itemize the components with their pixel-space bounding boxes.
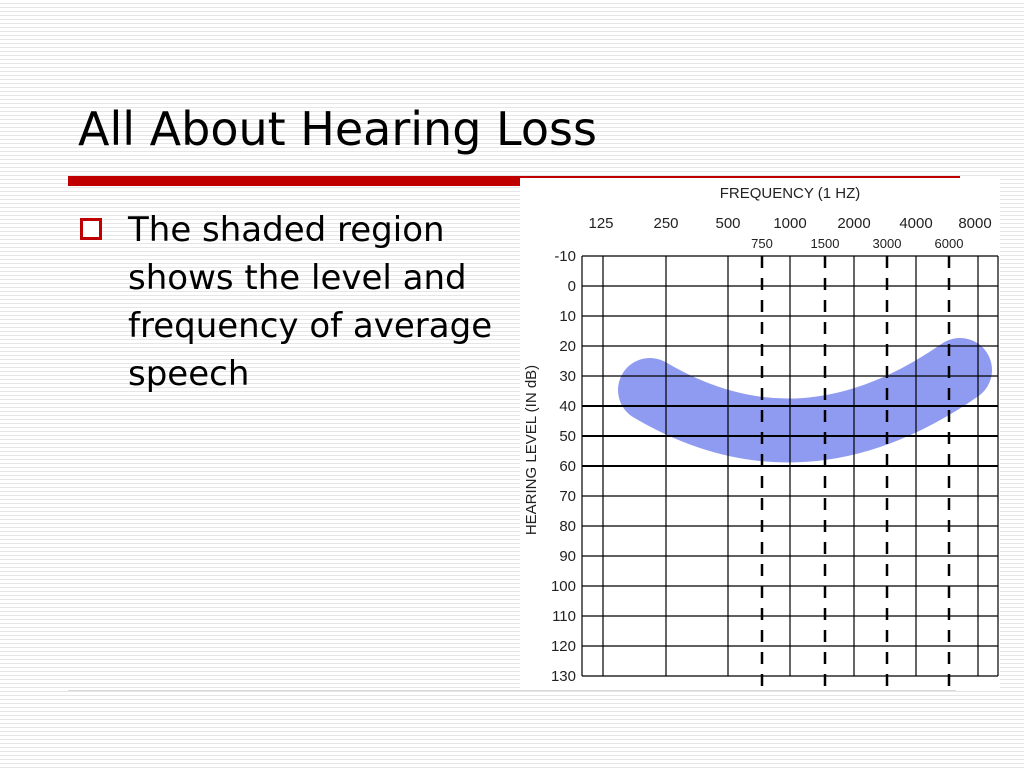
x-tick-label: 8000 — [958, 215, 991, 232]
y-tick-label: 10 — [559, 308, 576, 325]
x-tick-label: 2000 — [837, 215, 870, 232]
y-tick-label: 100 — [551, 578, 576, 595]
y-axis-title: HEARING LEVEL (IN dB) — [523, 365, 540, 535]
audiogram: FREQUENCY (1 HZ) HEARING LEVEL (IN dB) -… — [520, 178, 1000, 688]
y-tick-label: 80 — [559, 518, 576, 535]
y-tick-label: 20 — [559, 338, 576, 355]
y-tick-label: -10 — [554, 248, 576, 265]
x-tick-label: 3000 — [873, 236, 902, 251]
y-tick-label: 0 — [568, 278, 576, 295]
bullet-text: The shaded region shows the level and fr… — [128, 210, 493, 394]
y-tick-label: 130 — [551, 668, 576, 685]
x-tick-label: 500 — [715, 215, 740, 232]
x-tick-label: 250 — [653, 215, 678, 232]
slide-title: All About Hearing Loss — [78, 102, 597, 156]
bullet-marker — [80, 218, 102, 240]
x-tick-label: 125 — [588, 215, 613, 232]
y-tick-label: 40 — [559, 398, 576, 415]
y-tick-label: 70 — [559, 488, 576, 505]
y-tick-label: 60 — [559, 458, 576, 475]
x-tick-label: 750 — [751, 236, 773, 251]
x-tick-label: 1500 — [811, 236, 840, 251]
title-underline — [68, 176, 590, 186]
y-tick-label: 50 — [559, 428, 576, 445]
footer-rule — [68, 690, 956, 691]
y-tick-label: 110 — [552, 608, 576, 625]
y-tick-label: 30 — [559, 368, 576, 385]
x-tick-label: 1000 — [773, 215, 806, 232]
x-tick-label: 6000 — [935, 236, 964, 251]
title-rule — [590, 176, 960, 178]
x-tick-label: 4000 — [899, 215, 932, 232]
y-tick-label: 120 — [551, 638, 576, 655]
x-axis-title: FREQUENCY (1 HZ) — [720, 185, 861, 202]
speech-region — [618, 338, 992, 463]
y-tick-label: 90 — [559, 548, 576, 565]
